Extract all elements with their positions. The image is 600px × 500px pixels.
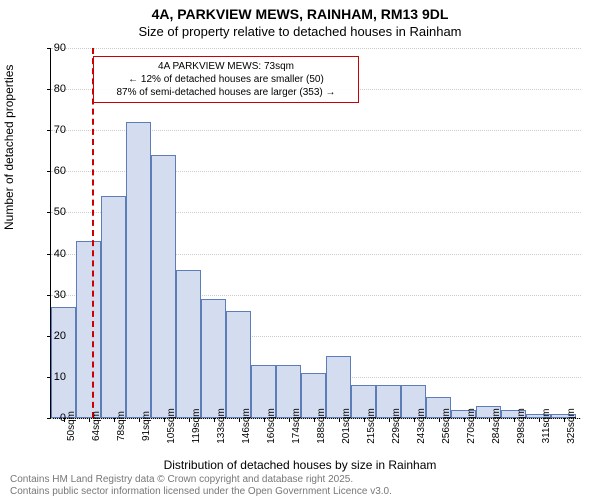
footnote-line2: Contains public sector information licen… — [10, 486, 392, 498]
xtick-label: 215sqm — [366, 408, 377, 444]
xtick-label: 188sqm — [316, 408, 327, 444]
xtick-label: 78sqm — [116, 411, 127, 441]
ytick-label: 80 — [36, 83, 66, 95]
xtick-mark — [539, 418, 540, 422]
chart-title-main: 4A, PARKVIEW MEWS, RAINHAM, RM13 9DL — [0, 6, 600, 22]
xtick-mark — [239, 418, 240, 422]
xtick-mark — [114, 418, 115, 422]
histogram-bar — [76, 241, 101, 418]
ytick-label: 50 — [36, 206, 66, 218]
xtick-mark — [89, 418, 90, 422]
xtick-label: 270sqm — [466, 408, 477, 444]
histogram-bar — [151, 155, 176, 418]
footnote: Contains HM Land Registry data © Crown c… — [10, 474, 392, 498]
histogram-bar — [101, 196, 126, 418]
xtick-mark — [339, 418, 340, 422]
xtick-label: 325sqm — [566, 408, 577, 444]
xtick-label: 146sqm — [241, 408, 252, 444]
xtick-mark — [139, 418, 140, 422]
xtick-label: 311sqm — [541, 409, 552, 444]
xtick-mark — [414, 418, 415, 422]
xtick-label: 284sqm — [491, 408, 502, 444]
xtick-mark — [439, 418, 440, 422]
xtick-mark — [264, 418, 265, 422]
annotation-line: 87% of semi-detached houses are larger (… — [100, 86, 352, 99]
xtick-label: 174sqm — [291, 408, 302, 444]
xtick-label: 91sqm — [141, 411, 152, 441]
histogram-bar — [126, 122, 151, 418]
annotation-line: ← 12% of detached houses are smaller (50… — [100, 73, 352, 86]
xtick-label: 298sqm — [516, 408, 527, 444]
xtick-label: 160sqm — [266, 408, 277, 444]
xtick-label: 256sqm — [441, 408, 452, 444]
plot-area: 4A PARKVIEW MEWS: 73sqm← 12% of detached… — [50, 48, 581, 419]
chart-title-sub: Size of property relative to detached ho… — [0, 24, 600, 39]
xtick-label: 229sqm — [391, 408, 402, 444]
histogram-bar — [226, 311, 251, 418]
xtick-label: 64sqm — [91, 411, 102, 441]
histogram-bar — [201, 299, 226, 418]
ytick-label: 90 — [36, 42, 66, 54]
ytick-label: 20 — [36, 330, 66, 342]
xtick-label: 133sqm — [216, 408, 227, 444]
annotation-line: 4A PARKVIEW MEWS: 73sqm — [100, 60, 352, 73]
xtick-mark — [164, 418, 165, 422]
xtick-mark — [214, 418, 215, 422]
ytick-label: 0 — [36, 412, 66, 424]
marker-line — [92, 48, 94, 418]
histogram-bar — [51, 307, 76, 418]
ytick-label: 60 — [36, 165, 66, 177]
footnote-line1: Contains HM Land Registry data © Crown c… — [10, 474, 392, 486]
gridline — [51, 48, 581, 49]
histogram-bar — [176, 270, 201, 418]
xtick-label: 105sqm — [166, 408, 177, 444]
xtick-mark — [314, 418, 315, 422]
xtick-label: 243sqm — [416, 408, 427, 444]
ytick-label: 30 — [36, 289, 66, 301]
xtick-label: 119sqm — [191, 409, 202, 444]
ytick-label: 10 — [36, 371, 66, 383]
xtick-mark — [364, 418, 365, 422]
xtick-mark — [489, 418, 490, 422]
xtick-label: 201sqm — [341, 408, 352, 444]
xtick-mark — [564, 418, 565, 422]
x-axis-label: Distribution of detached houses by size … — [0, 458, 600, 472]
xtick-mark — [464, 418, 465, 422]
ytick-label: 70 — [36, 124, 66, 136]
xtick-mark — [389, 418, 390, 422]
annotation-box: 4A PARKVIEW MEWS: 73sqm← 12% of detached… — [93, 56, 359, 103]
y-axis-label: Number of detached properties — [2, 65, 16, 230]
xtick-mark — [189, 418, 190, 422]
xtick-label: 50sqm — [66, 411, 77, 441]
xtick-mark — [514, 418, 515, 422]
ytick-label: 40 — [36, 248, 66, 260]
xtick-mark — [289, 418, 290, 422]
